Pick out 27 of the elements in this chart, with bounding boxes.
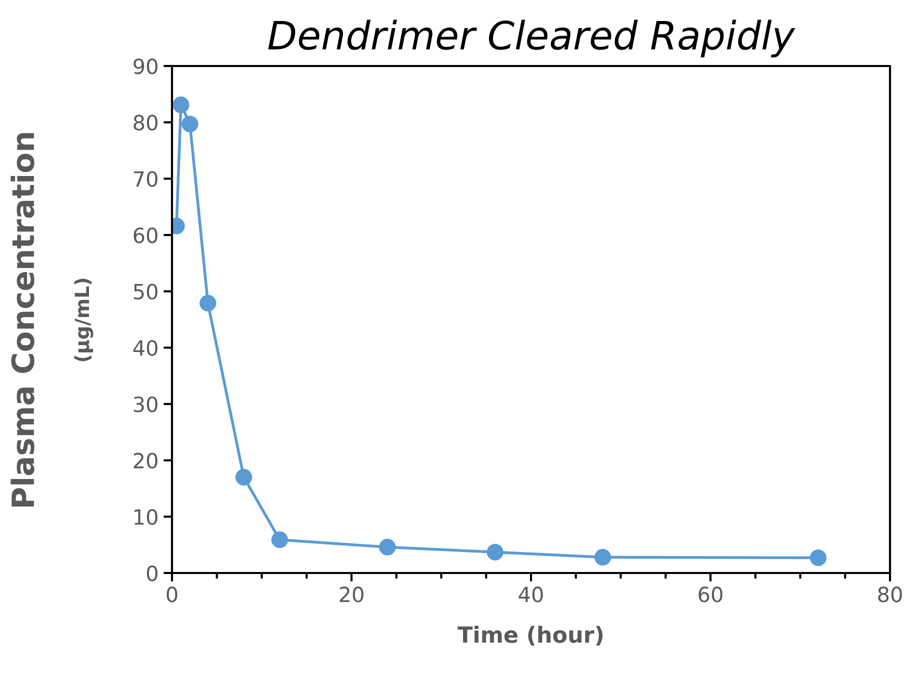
point xyxy=(486,544,504,560)
y-tick-label: 30 xyxy=(134,396,158,412)
point xyxy=(172,96,190,114)
x-tick-label: 20 xyxy=(340,586,364,602)
point xyxy=(594,548,612,566)
y-tick-label: 40 xyxy=(133,340,158,356)
text: Plasma Concentration (µg/mL) xyxy=(10,133,94,507)
y-tick-label: 90 xyxy=(134,58,158,74)
point xyxy=(182,116,198,132)
y-tick-label: 70 xyxy=(134,171,158,187)
y-tick-label: 50 xyxy=(134,284,158,300)
x-tick-label: 0 xyxy=(166,586,178,602)
x-tick-label: 40 xyxy=(518,586,543,602)
x-tick-label: 80 xyxy=(878,586,902,602)
point xyxy=(200,294,216,312)
y-tick-label: 10 xyxy=(134,509,158,525)
point xyxy=(810,549,827,566)
y-tick-label: 20 xyxy=(134,452,158,469)
point xyxy=(235,468,252,486)
point xyxy=(379,538,396,556)
y-tick-label: 60 xyxy=(134,227,158,244)
y-tick-label: 80 xyxy=(134,114,158,131)
y-tick-label: 0 xyxy=(146,565,158,582)
chart-title: Dendrimer Cleared Rapidly xyxy=(268,20,796,58)
x-axis-title: Time (hour) xyxy=(458,626,603,646)
x-tick-label: 60 xyxy=(698,586,722,602)
point xyxy=(271,531,288,548)
